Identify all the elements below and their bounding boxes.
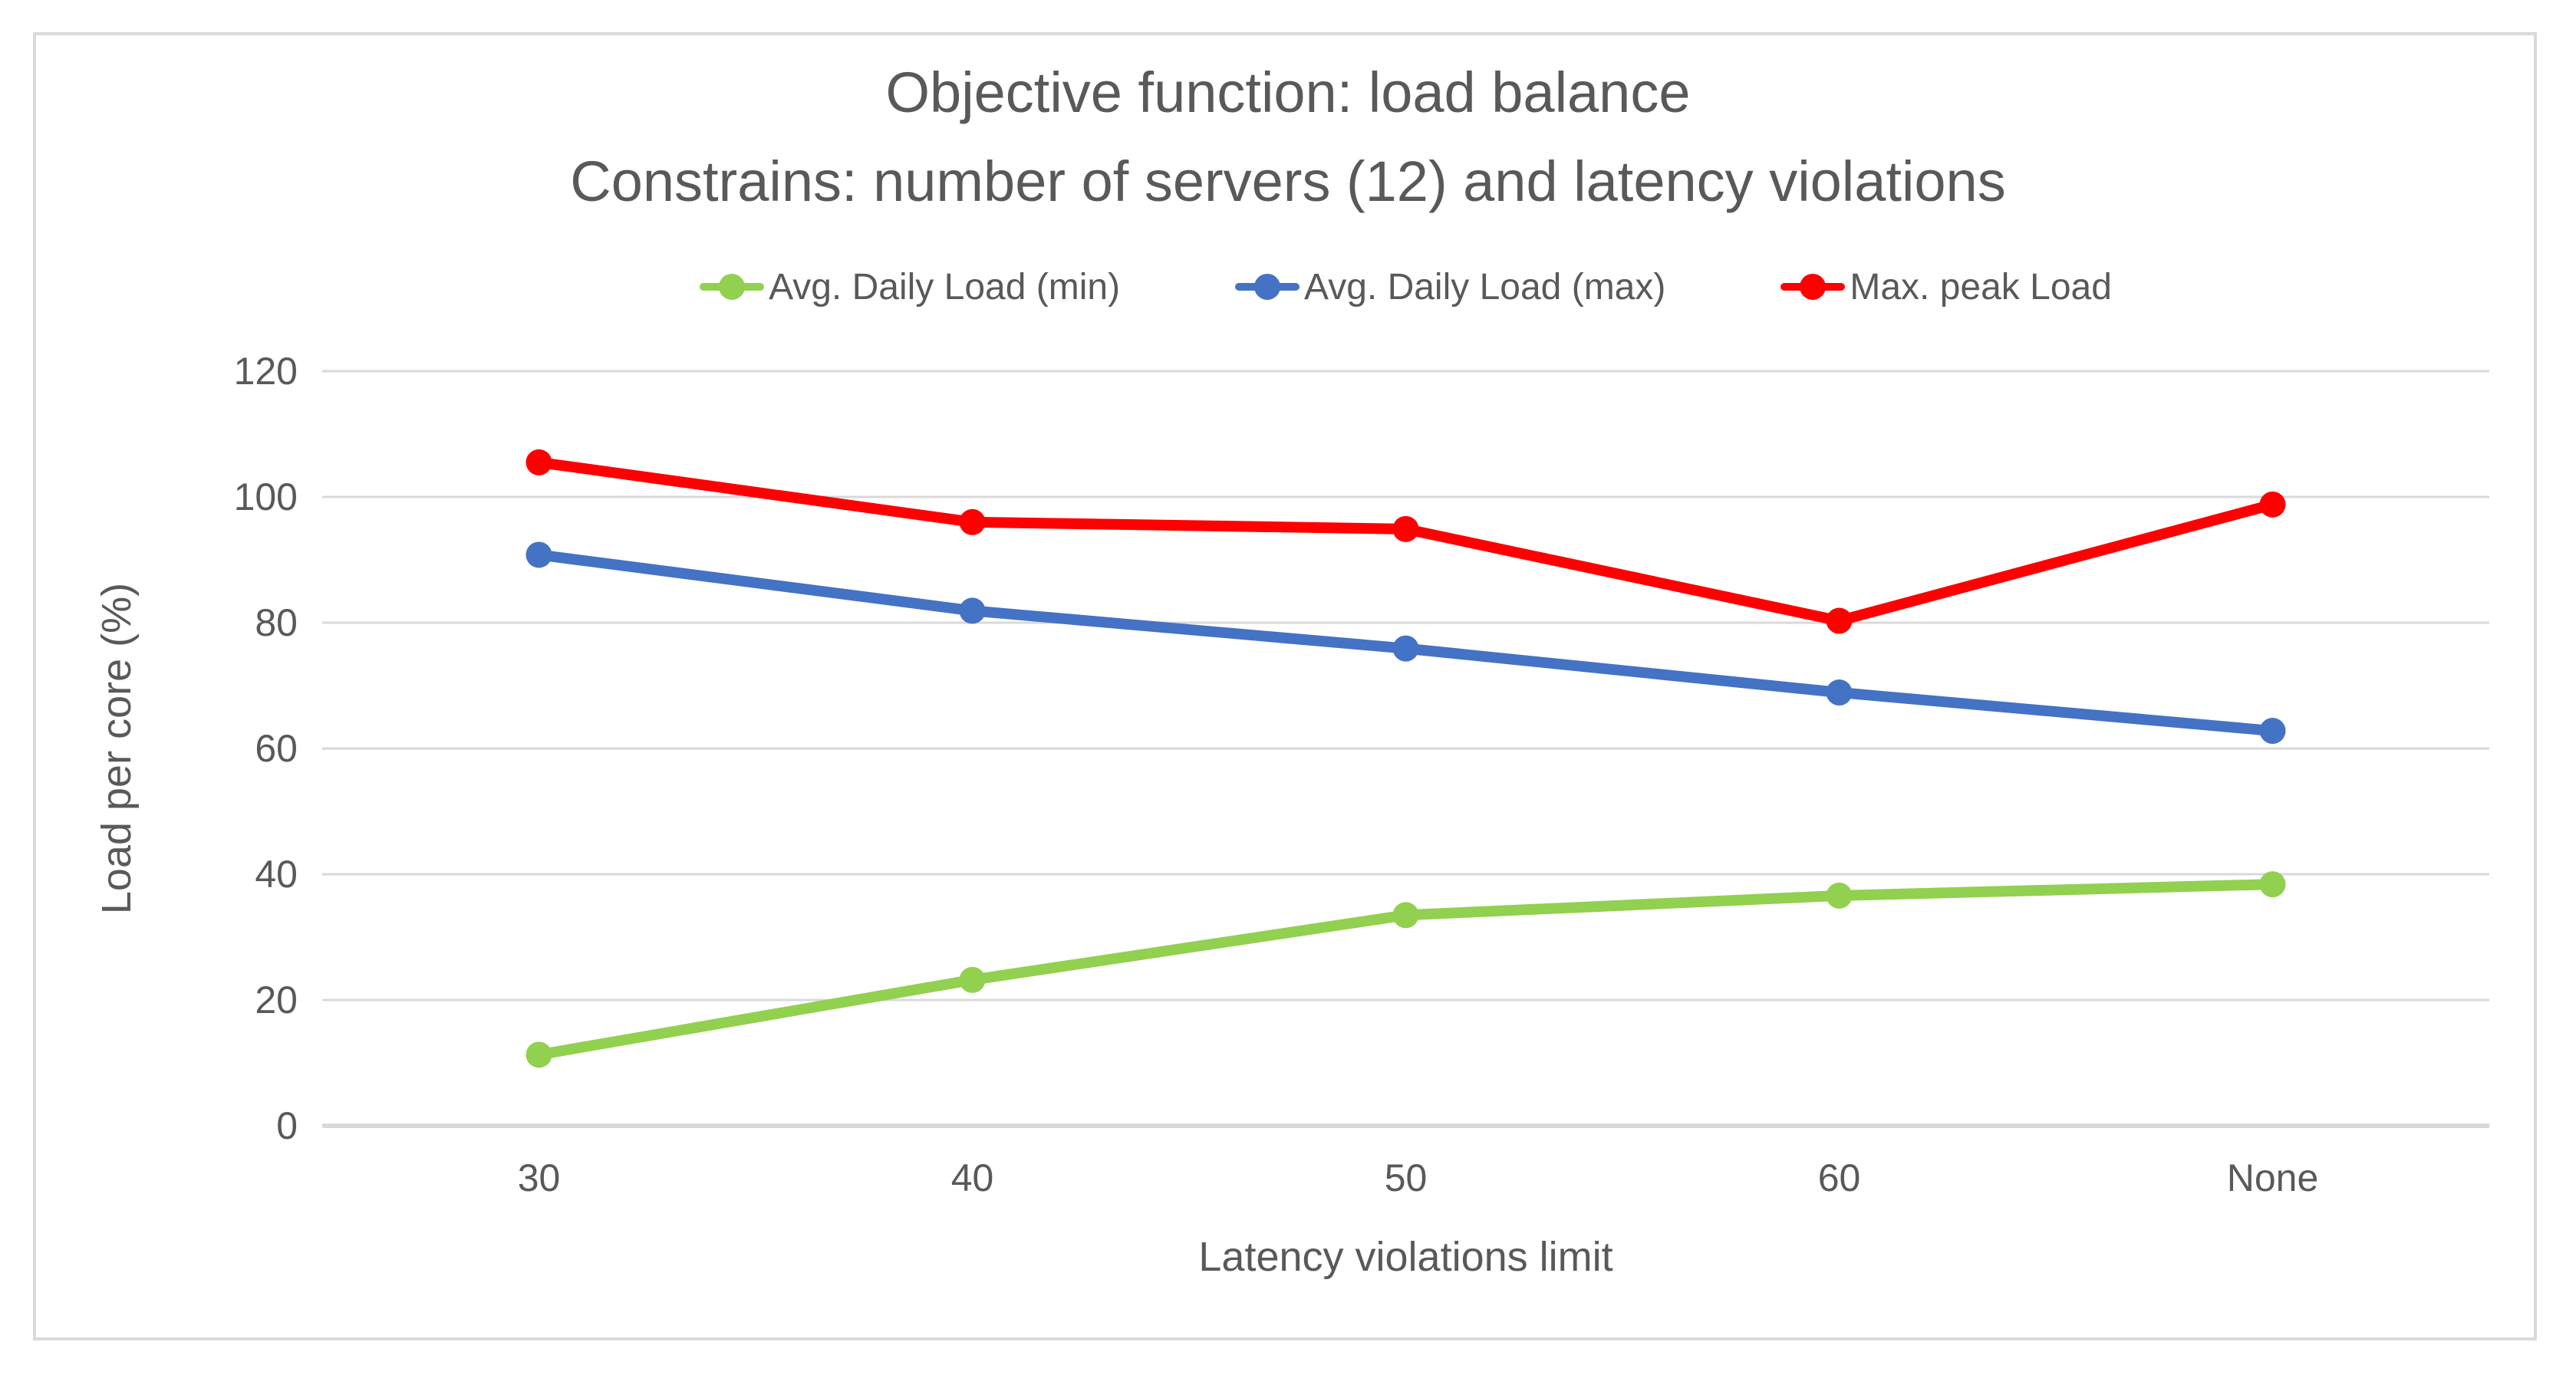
chart-title-line1: Objective function: load balance [885,61,1691,124]
legend: Avg. Daily Load (min) Avg. Daily Load (m… [322,259,2489,314]
x-tick-label: 30 [517,1156,561,1199]
data-point [2259,871,2286,898]
legend-marker-red-icon [1780,273,1846,301]
data-point [1392,902,1419,929]
y-tick-label: 100 [233,475,298,518]
data-point [1392,635,1419,662]
data-point [1826,607,1853,634]
gridlines [322,370,2489,1128]
y-tick-label: 60 [255,727,298,770]
data-point [525,1041,552,1068]
data-point [2259,491,2286,518]
y-tick-label: 20 [255,979,298,1021]
legend-item-avg-daily-load-min: Avg. Daily Load (min) [700,266,1120,308]
x-tick-label: 50 [1384,1156,1428,1199]
figure-border [33,32,2537,1340]
series-markers [525,449,2286,1068]
data-point [959,597,986,624]
x-tick-label: None [2226,1156,2319,1199]
chart-title: Objective function: load balance Constra… [0,64,2576,210]
legend-label: Avg. Daily Load (max) [1304,266,1666,308]
legend-label: Max. peak Load [1850,266,2112,308]
data-point [525,449,552,475]
y-tick-label: 80 [255,601,298,644]
data-point [2259,718,2286,745]
data-point [1392,515,1419,542]
x-tick-label: 40 [950,1156,994,1199]
data-point [1826,882,1853,909]
data-point [525,541,552,568]
x-tick-label: 60 [1817,1156,1861,1199]
legend-marker-blue-icon [1235,273,1300,301]
legend-marker-green-icon [700,273,765,301]
data-point [959,966,986,993]
y-tick-label: 0 [276,1104,298,1147]
legend-item-max-peak-load: Max. peak Load [1780,266,2112,308]
legend-item-avg-daily-load-max: Avg. Daily Load (max) [1235,266,1665,308]
chart-title-line2: Constrains: number of servers (12) and l… [570,150,2006,213]
y-tick-label: 40 [255,853,298,896]
y-tick-label: 120 [233,350,298,393]
x-axis-title: Latency violations limit [1198,1234,1613,1280]
data-point [1826,679,1853,706]
data-point [959,508,986,535]
legend-label: Avg. Daily Load (min) [769,266,1121,308]
series-lines [533,456,2278,1061]
plot-area [322,370,2489,1128]
